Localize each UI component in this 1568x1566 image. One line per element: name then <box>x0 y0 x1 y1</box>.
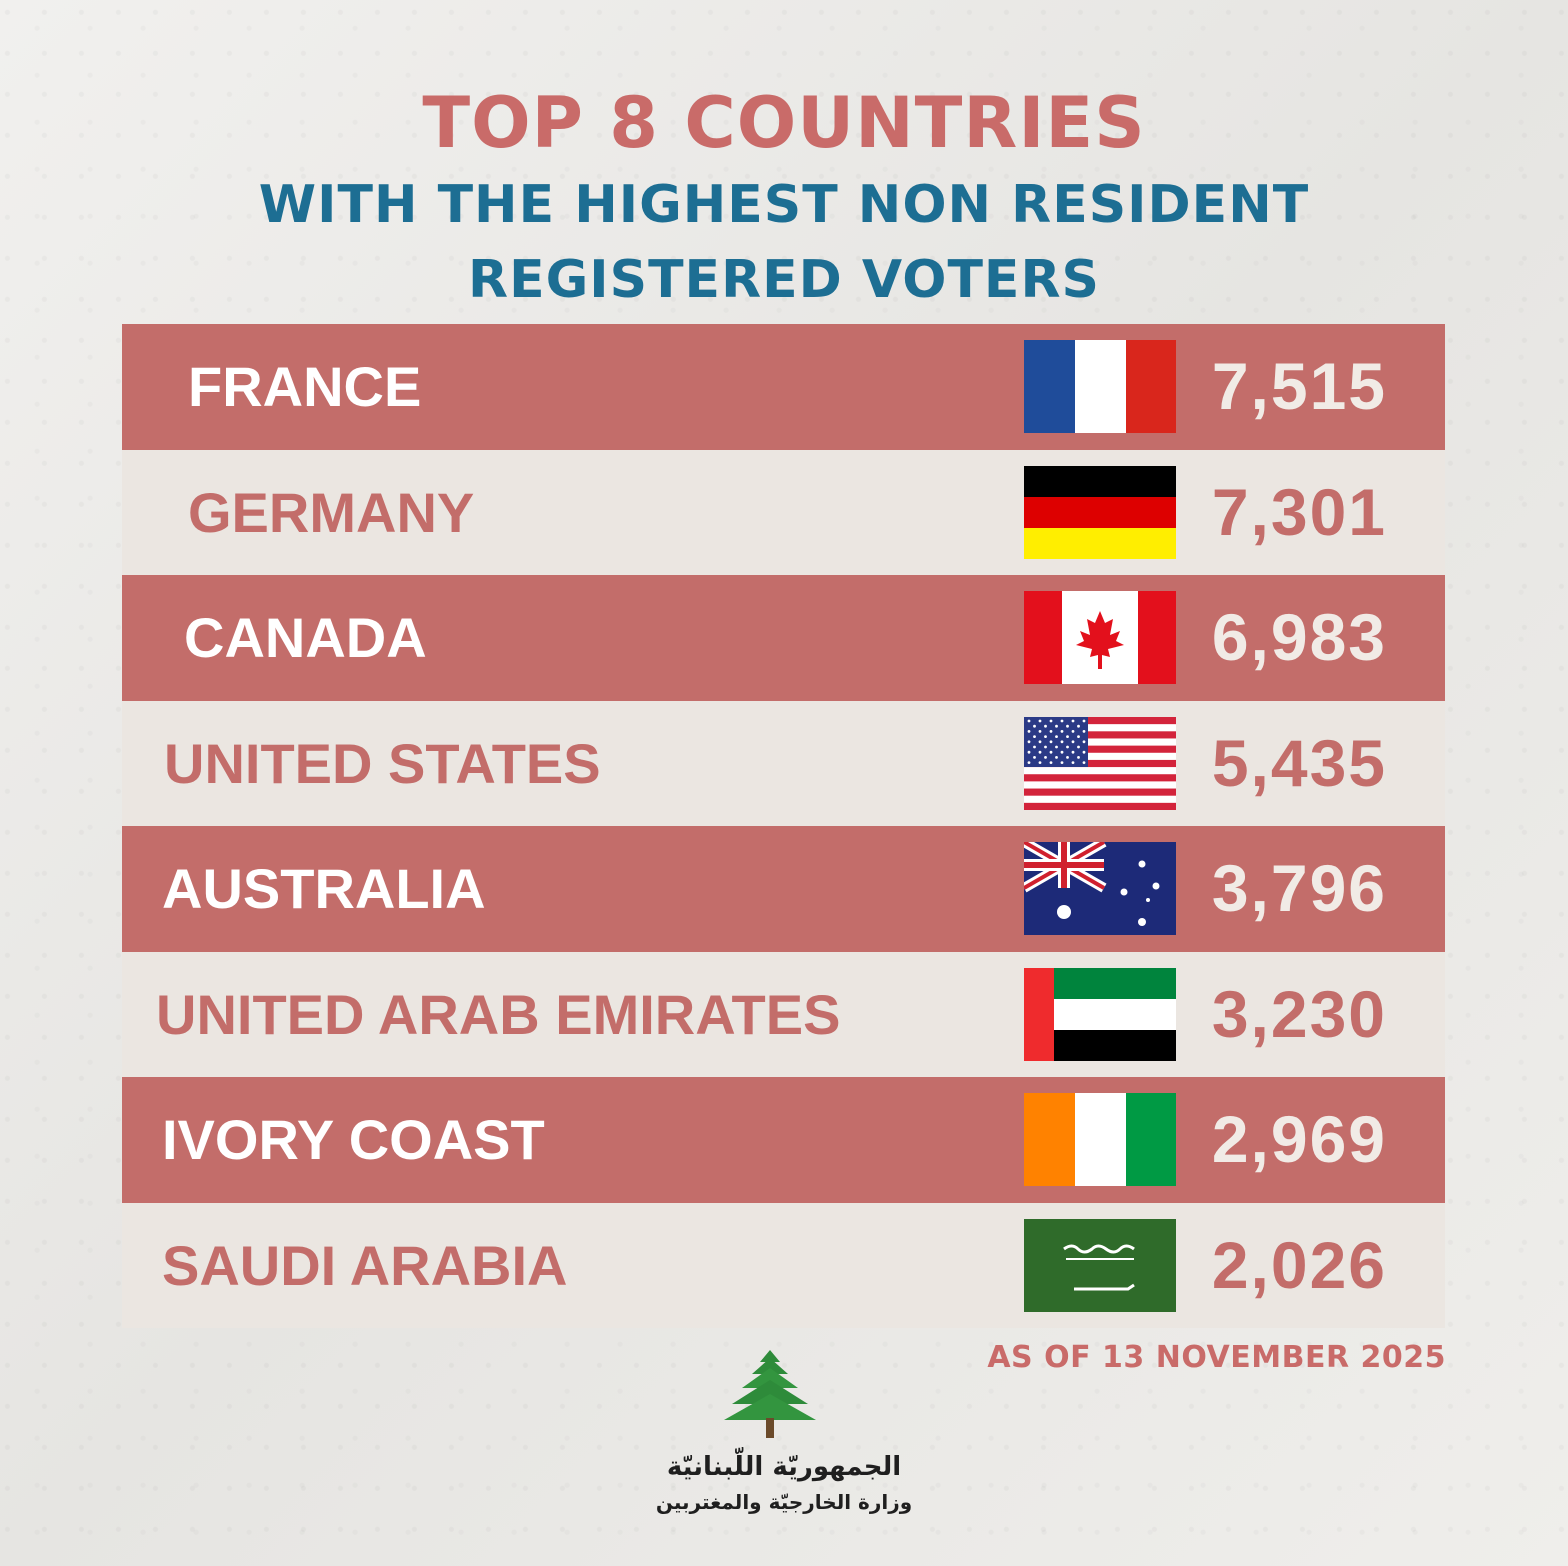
table-row: CANADA 6,983 <box>122 575 1445 701</box>
uae-flag-icon <box>1024 967 1176 1061</box>
united-states-flag-icon <box>1024 716 1176 810</box>
voter-count: 2,969 <box>1211 1102 1387 1176</box>
country-name: IVORY COAST <box>162 1108 545 1171</box>
canada-flag-icon <box>1024 591 1176 684</box>
country-name: FRANCE <box>188 355 422 418</box>
table-row: GERMANY 7,301 <box>122 449 1445 575</box>
table-row: UNITED ARAB EMIRATES 3,230 <box>122 951 1445 1077</box>
country-name: SAUDI ARABIA <box>162 1233 568 1297</box>
voter-count: 2,026 <box>1211 1227 1387 1302</box>
voter-count: 3,230 <box>1211 976 1387 1051</box>
country-name: UNITED ARAB EMIRATES <box>156 982 841 1046</box>
voter-count: 6,983 <box>1211 600 1387 674</box>
germany-flag-icon <box>1024 465 1176 559</box>
voter-count: 7,515 <box>1211 349 1387 423</box>
chart-subtitle-line2: REGISTERED VOTERS <box>468 250 1100 310</box>
table-row: IVORY COAST 2,969 <box>122 1077 1445 1203</box>
table-row: SAUDI ARABIA 2,026 <box>122 1202 1445 1328</box>
chart-subtitle-line1: WITH THE HIGHEST NON RESIDENT <box>258 175 1310 235</box>
voter-count: 3,796 <box>1211 851 1387 925</box>
france-flag-icon <box>1024 340 1176 433</box>
table-row: FRANCE 7,515 <box>122 324 1445 450</box>
country-name: AUSTRALIA <box>162 857 486 920</box>
as-of-date: AS OF 13 NOVEMBER 2025 <box>987 1340 1446 1375</box>
country-name: CANADA <box>184 606 427 669</box>
voter-count: 5,435 <box>1211 725 1387 800</box>
australia-flag-icon <box>1024 842 1176 935</box>
country-name: GERMANY <box>188 480 475 544</box>
country-name: UNITED STATES <box>164 731 601 795</box>
table-row: UNITED STATES 5,435 <box>122 700 1445 826</box>
chart-title: TOP 8 COUNTRIES <box>422 82 1146 164</box>
voters-table: FRANCE 7,515 GERMANY 7,301 CANADA 6,983 UNITED… <box>122 324 1445 1328</box>
voter-count: 7,301 <box>1211 474 1387 549</box>
logo-line1: الجمهوريّة اللّبنانيّة <box>666 1452 902 1482</box>
cedar-tree-icon <box>724 1350 816 1438</box>
table-row: AUSTRALIA 3,796 <box>122 826 1445 952</box>
logo-line2: وزارة الخارجيّة والمغتربين <box>655 1490 913 1514</box>
saudi-arabia-flag-icon <box>1024 1218 1176 1312</box>
ivory-coast-flag-icon <box>1024 1093 1176 1186</box>
